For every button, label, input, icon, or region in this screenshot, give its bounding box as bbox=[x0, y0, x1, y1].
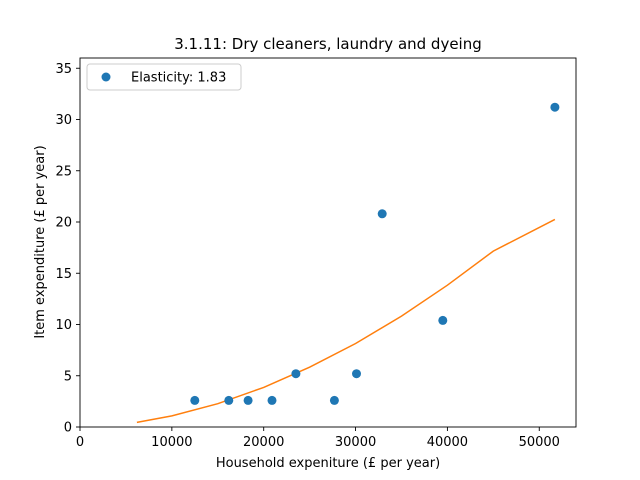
y-tick-label: 20 bbox=[55, 216, 72, 231]
data-point bbox=[438, 315, 448, 325]
data-point bbox=[243, 395, 253, 405]
data-point bbox=[377, 209, 387, 219]
data-point bbox=[329, 395, 339, 405]
data-point bbox=[224, 395, 234, 405]
data-point bbox=[190, 395, 200, 405]
y-tick-label: 35 bbox=[55, 62, 72, 77]
x-tick-label: 10000 bbox=[151, 435, 192, 450]
data-point bbox=[291, 369, 301, 379]
x-tick-label: 40000 bbox=[427, 435, 468, 450]
y-tick-label: 25 bbox=[55, 164, 72, 179]
legend-label: Elasticity: 1.83 bbox=[131, 71, 226, 86]
data-point bbox=[352, 369, 361, 379]
x-tick-label: 30000 bbox=[335, 435, 376, 450]
data-point bbox=[267, 395, 277, 405]
fit-line bbox=[136, 218, 556, 424]
x-tick-label: 50000 bbox=[519, 435, 560, 450]
y-tick-label: 0 bbox=[64, 421, 72, 436]
legend-box bbox=[86, 63, 242, 91]
x-axis-label: Household expeniture (£ per year) bbox=[216, 456, 440, 471]
y-tick-label: 10 bbox=[55, 318, 72, 333]
axes-frame bbox=[79, 57, 577, 428]
legend-marker bbox=[101, 72, 111, 82]
x-tick-label: 20000 bbox=[243, 435, 284, 450]
y-axis-label: Item expenditure (£ per year) bbox=[33, 145, 48, 338]
x-tick-label: 0 bbox=[76, 435, 84, 450]
data-point bbox=[550, 102, 560, 112]
plot-background bbox=[80, 58, 576, 427]
plot-area: 0 10000 20000 30000 40000 50000 0 5 10 15 20 25 30 35… bbox=[55, 57, 577, 450]
y-tick-label: 5 bbox=[64, 369, 72, 384]
chart-title: 3.1.11: Dry cleaners, laundry and dyeing bbox=[174, 35, 482, 53]
y-tick-label: 30 bbox=[55, 113, 72, 128]
y-tick-label: 15 bbox=[55, 267, 72, 282]
